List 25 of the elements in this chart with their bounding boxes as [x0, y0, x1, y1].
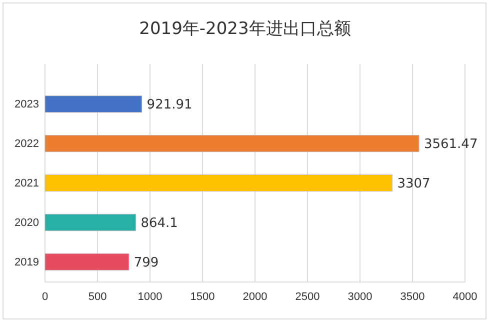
x-tick-label: 3500 [400, 290, 425, 303]
data-label: 864.1 [140, 216, 178, 231]
x-tick-label: 0 [42, 290, 48, 303]
data-label: 799 [134, 255, 159, 270]
bar [44, 96, 142, 113]
x-tick-label: 1000 [138, 290, 162, 303]
x-tick-label: 2000 [242, 290, 268, 303]
y-tick-label: 2023 [14, 98, 39, 111]
x-tick-label: 3000 [348, 290, 372, 303]
x-tick-label: 500 [88, 290, 107, 303]
x-tick-label: 1500 [190, 290, 215, 303]
y-tick-label: 2019 [14, 256, 39, 268]
y-tick-label: 2020 [14, 216, 39, 229]
data-label: 921.91 [146, 98, 192, 113]
y-tick-label: 2021 [14, 178, 39, 190]
y-tick-label: 2022 [14, 138, 39, 150]
bar [44, 214, 136, 231]
bar [44, 174, 392, 192]
x-tick-label: 4000 [452, 290, 478, 303]
chart-title: 2019年-2023年进出口总额 [139, 19, 351, 39]
data-label: 3307 [397, 176, 430, 192]
x-tick-label: 2500 [295, 290, 320, 303]
data-label: 3561.47 [424, 137, 478, 152]
bar [44, 135, 420, 152]
bar [44, 253, 130, 270]
